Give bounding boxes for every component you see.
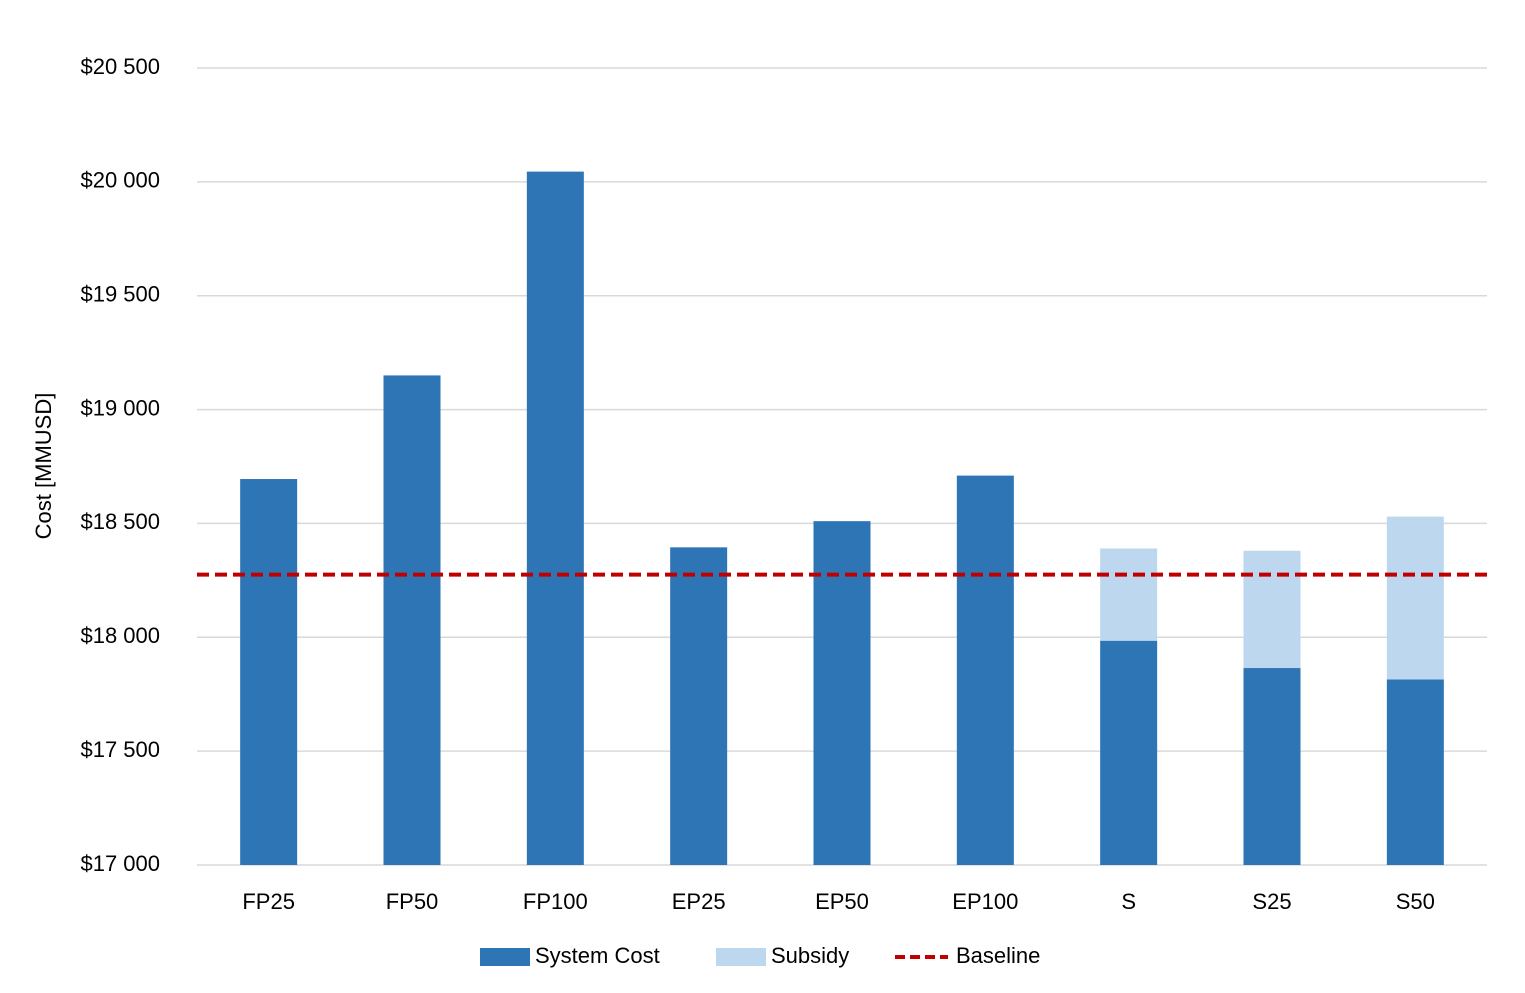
x-tick-label: S <box>1121 889 1136 914</box>
y-tick-label: $19 000 <box>80 395 160 420</box>
legend-label: Subsidy <box>771 943 849 968</box>
bar <box>1386 679 1444 865</box>
bar <box>1243 550 1301 669</box>
bar <box>526 171 584 866</box>
bar <box>1386 516 1444 680</box>
y-axis-label: Cost [MMUSD] <box>31 393 56 540</box>
x-tick-label: EP50 <box>815 889 869 914</box>
legend-swatch <box>716 948 766 966</box>
x-tick-label: EP100 <box>952 889 1018 914</box>
bar <box>956 475 1014 865</box>
x-tick-label: S50 <box>1396 889 1435 914</box>
x-tick-label: FP50 <box>386 889 439 914</box>
legend-label: System Cost <box>535 943 660 968</box>
y-tick-label: $18 000 <box>80 623 160 648</box>
bar <box>1100 640 1158 865</box>
bar <box>383 375 441 865</box>
x-tick-label: EP25 <box>672 889 726 914</box>
bar <box>1100 548 1158 641</box>
y-tick-label: $20 500 <box>80 54 160 79</box>
y-tick-label: $17 500 <box>80 737 160 762</box>
bar <box>1243 668 1301 865</box>
legend-swatch <box>480 948 530 966</box>
bar <box>240 479 298 865</box>
y-tick-label: $18 500 <box>80 509 160 534</box>
y-tick-label: $17 000 <box>80 851 160 876</box>
bar <box>813 521 871 865</box>
legend-label: Baseline <box>956 943 1040 968</box>
bar <box>670 547 728 865</box>
x-tick-label: FP25 <box>242 889 295 914</box>
y-tick-label: $19 500 <box>80 282 160 307</box>
y-tick-label: $20 000 <box>80 168 160 193</box>
x-tick-label: S25 <box>1252 889 1291 914</box>
x-tick-label: FP100 <box>523 889 588 914</box>
